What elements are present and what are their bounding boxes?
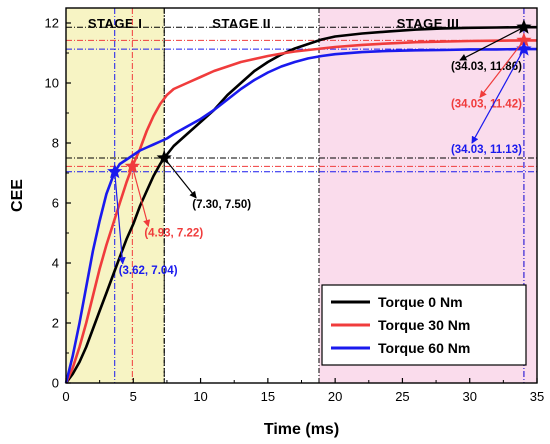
annotations: (7.30, 7.50) (4.93, 7.22) (3.62, 7.04) (34.…	[114, 26, 525, 277]
x-tick-label: 20	[328, 389, 342, 404]
y-tick-label: 0	[52, 376, 59, 391]
annotation-arrow	[471, 48, 525, 144]
annotation-label: (34.03, 11.86)	[451, 61, 522, 73]
reference-lines	[66, 8, 537, 383]
x-axis-label: Time (ms)	[264, 421, 339, 438]
annotation-label: (3.62, 7.04)	[119, 265, 178, 277]
stage-label: STAGE II	[212, 16, 271, 31]
y-tick-label: 12	[45, 16, 59, 31]
star-marker	[516, 32, 532, 47]
y-tick-label: 4	[52, 256, 59, 271]
y-tick-label: 10	[45, 76, 59, 91]
axes: 0 5 10 15 20 25 30 35 0 2 4 6 8 10 12 Time (ms) CEE	[9, 7, 544, 438]
star-marker	[516, 19, 532, 34]
annotation-arrow	[479, 40, 525, 98]
y-axis-label: CEE	[9, 179, 26, 212]
series-line	[64, 39, 537, 384]
y-tick-label: 6	[52, 196, 59, 211]
annotation-label: (4.93, 7.22)	[144, 227, 203, 239]
legend-label: Torque 30 Nm	[378, 317, 470, 333]
star-markers	[107, 19, 532, 179]
legend-label: Torque 60 Nm	[378, 340, 470, 356]
stage-region	[164, 8, 319, 383]
x-tick-label: 0	[62, 389, 69, 404]
legend: Torque 0 Nm Torque 30 Nm Torque 60 Nm	[321, 284, 527, 366]
star-marker	[156, 150, 172, 165]
x-tick-label: 25	[395, 389, 409, 404]
annotation-label: (34.03, 11.13)	[451, 144, 522, 156]
annotation-arrow	[131, 166, 151, 228]
x-tick-label: 35	[530, 389, 544, 404]
star-marker	[124, 158, 140, 173]
annotation-arrow	[459, 26, 525, 61]
x-tick-label: 30	[462, 389, 476, 404]
legend-label: Torque 0 Nm	[378, 294, 463, 310]
star-marker	[516, 41, 532, 56]
x-tick-label: 15	[261, 389, 275, 404]
y-tick-label: 8	[52, 136, 59, 151]
series-lines	[64, 25, 537, 384]
annotation-arrow	[163, 157, 197, 199]
series-line	[64, 47, 537, 384]
annotation-arrow	[114, 171, 126, 265]
annotation-label: (7.30, 7.50)	[192, 199, 251, 211]
x-tick-label: 5	[130, 389, 137, 404]
star-marker	[107, 163, 123, 179]
annotation-label: (34.03, 11.42)	[451, 98, 522, 110]
x-tick-label: 10	[193, 389, 207, 404]
y-tick-label: 2	[52, 316, 59, 331]
